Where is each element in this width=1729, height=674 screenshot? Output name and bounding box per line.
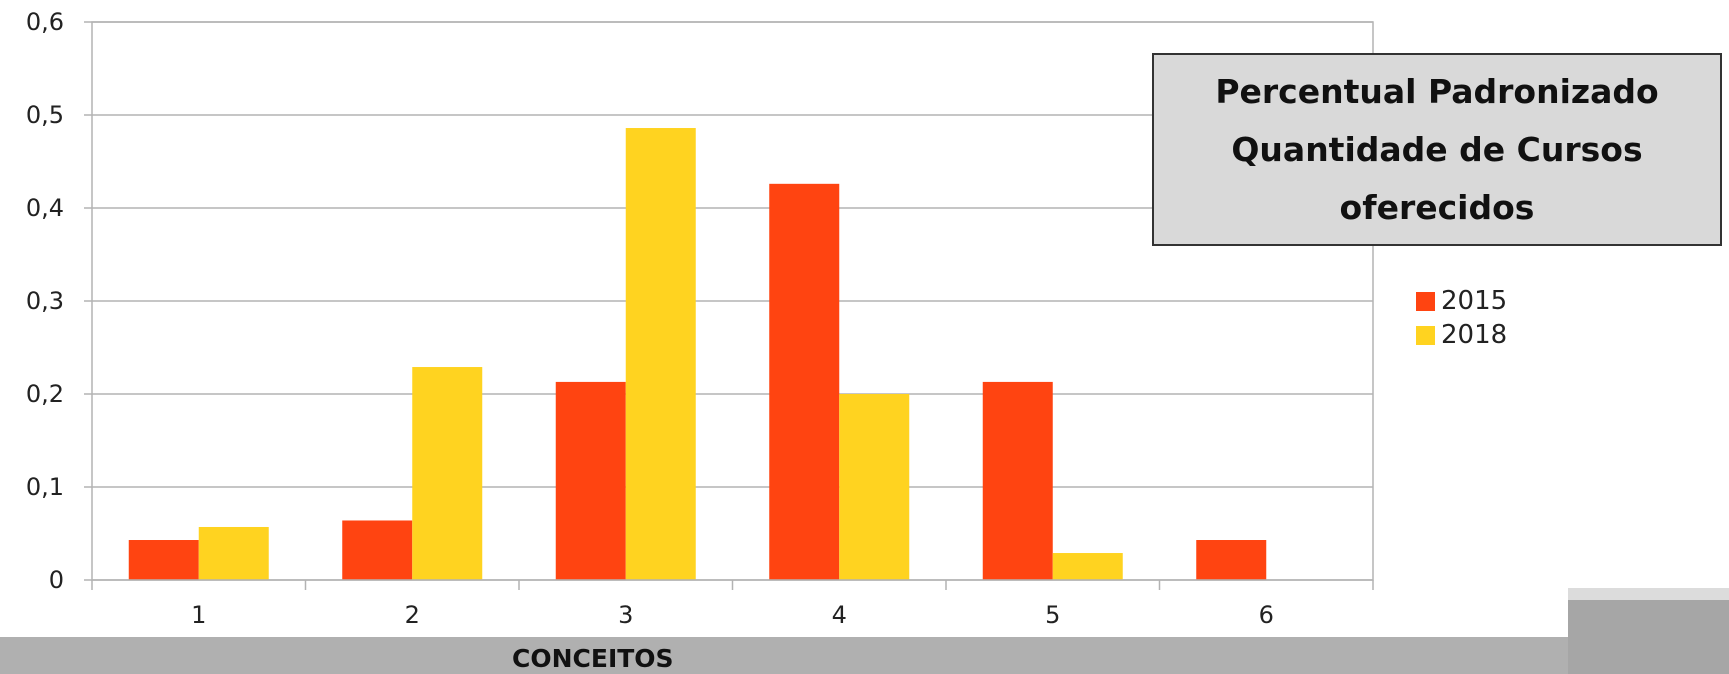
x-tick-label-3: 3 [618, 601, 633, 629]
bar-2018-3 [625, 128, 696, 580]
legend-item-2015: 2015 [1416, 284, 1507, 318]
y-tick-label-6: 0,6 [26, 8, 64, 36]
x-tick-label-2: 2 [405, 601, 420, 629]
legend-label-2015: 2015 [1441, 286, 1508, 316]
y-tick-label-4: 0,4 [26, 194, 64, 222]
y-tick-labels: 0 0,1 0,2 0,3 0,4 0,5 0,6 [26, 8, 64, 594]
bar-2018-1 [198, 526, 269, 580]
chart-title-line-3: oferecidos [1339, 187, 1535, 227]
legend-swatch-2018 [1416, 325, 1435, 345]
chart-title-line-2: Quantidade de Cursos [1231, 129, 1643, 169]
bar-2015-1 [128, 540, 199, 580]
bar-2015-6 [1196, 540, 1267, 580]
x-axis-label: CONCEITOS [512, 644, 674, 673]
corner-decoration-dark [1568, 600, 1729, 674]
y-tick-label-3: 0,3 [26, 287, 64, 315]
bar-2018-4 [839, 394, 910, 580]
legend-label-2018: 2018 [1441, 320, 1508, 350]
bar-2015-4 [769, 183, 840, 580]
legend-item-2018: 2018 [1416, 318, 1507, 352]
bar-2018-5 [1052, 553, 1123, 580]
x-tick-label-5: 5 [1045, 601, 1060, 629]
bar-2015-2 [342, 520, 413, 580]
bar-2018-2 [412, 367, 483, 580]
bar-2015-5 [982, 381, 1053, 580]
footer-bar [0, 637, 1729, 674]
x-tick-labels: 1 2 3 4 5 6 [191, 601, 1274, 629]
x-tick-label-4: 4 [832, 601, 847, 629]
legend: 2015 2018 [1416, 284, 1507, 352]
y-tick-label-2: 0,2 [26, 380, 64, 408]
bars [128, 128, 1267, 580]
bar-2015-3 [555, 381, 626, 580]
chart-title-line-1: Percentual Padronizado [1215, 71, 1659, 111]
y-tick-label-0: 0 [49, 566, 64, 594]
legend-swatch-2015 [1416, 291, 1435, 311]
corner-decoration-light [1568, 588, 1729, 600]
x-tick-label-1: 1 [191, 601, 206, 629]
axes [84, 21, 1374, 590]
y-tick-label-1: 0,1 [26, 473, 64, 501]
y-tick-label-5: 0,5 [26, 101, 64, 129]
chart-title: Percentual Padronizado Quantidade de Cur… [1152, 53, 1722, 246]
x-tick-label-6: 6 [1259, 601, 1274, 629]
